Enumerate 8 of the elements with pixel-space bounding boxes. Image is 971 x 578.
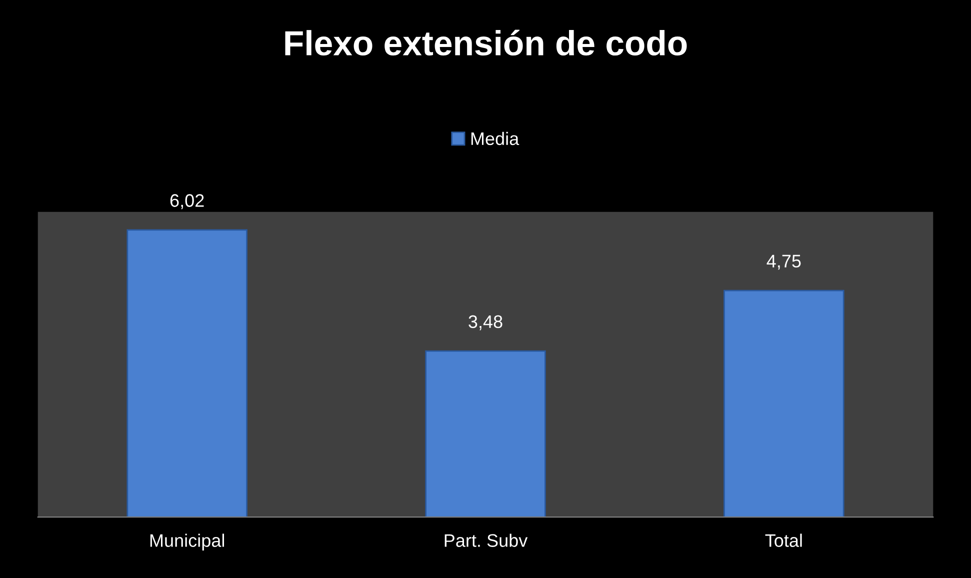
x-tick-label: Total — [765, 534, 802, 547]
data-label: 4,75 — [766, 254, 801, 270]
chart-title: Flexo extensión de codo — [285, 30, 687, 56]
x-tick-label: Municipal — [150, 534, 224, 551]
data-label: 3,48 — [468, 315, 502, 330]
data-label: 6,02 — [170, 194, 204, 210]
legend-label: Media — [471, 132, 520, 146]
x-tick-label: Part. Subv — [444, 534, 528, 547]
